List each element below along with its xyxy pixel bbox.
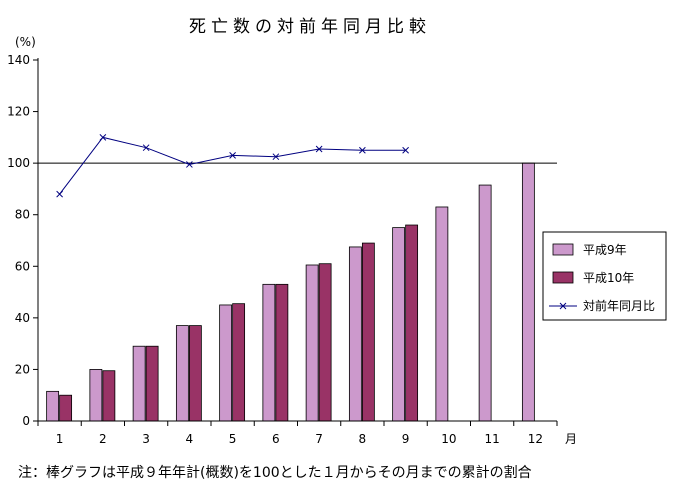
x-tick-label: 1 <box>56 432 64 446</box>
line-point-7 <box>315 145 323 153</box>
line-point-9 <box>402 146 409 154</box>
y-tick-label: 120 <box>7 105 30 119</box>
y-tick-label: 140 <box>7 53 30 67</box>
bar-heisei9-10 <box>435 206 449 422</box>
x-tick-label: 4 <box>186 432 194 446</box>
bar-heisei9-2 <box>89 369 103 422</box>
x-tick-label: 10 <box>441 432 456 446</box>
legend-symbol-1 <box>552 271 574 284</box>
bar-heisei10-3 <box>145 345 159 422</box>
line-point-3 <box>142 144 150 152</box>
x-tick-label: 5 <box>229 432 237 446</box>
bar-heisei9-5 <box>219 304 233 422</box>
legend-label-1: 平成10年 <box>583 271 634 285</box>
x-tick-label: 3 <box>142 432 150 446</box>
bar-heisei9-8 <box>348 246 362 422</box>
bar-heisei10-7 <box>318 263 332 422</box>
bar-heisei10-1 <box>59 394 73 422</box>
legend-label-0: 平成9年 <box>583 243 627 257</box>
y-tick-label: 0 <box>22 414 30 428</box>
line-point-6 <box>272 153 280 161</box>
legend-label-2: 対前年同月比 <box>583 298 655 313</box>
bar-heisei10-8 <box>361 242 375 422</box>
bar-heisei9-3 <box>132 345 146 422</box>
bar-heisei9-4 <box>175 325 189 422</box>
y-tick-label: 100 <box>7 156 30 170</box>
bar-heisei10-6 <box>275 283 289 422</box>
bar-heisei9-6 <box>262 283 276 422</box>
bar-heisei10-5 <box>232 303 246 422</box>
bar-heisei10-9 <box>405 224 419 422</box>
x-tick-label: 12 <box>528 432 543 446</box>
line-point-1 <box>56 190 63 198</box>
x-tick-label: 9 <box>402 432 410 446</box>
line-point-5 <box>229 152 236 159</box>
x-tick-label: 7 <box>315 432 323 446</box>
legend-symbol-2 <box>549 302 577 310</box>
chart-note: 注：棒グラフは平成９年年計(概数)を100とした１月からその月までの累計の割合 <box>18 464 532 481</box>
line-series-yoy <box>59 136 406 195</box>
bar-heisei9-1 <box>46 390 60 422</box>
x-tick-label: 8 <box>359 432 367 446</box>
x-axis-label: 月 <box>565 432 577 446</box>
bar-heisei10-4 <box>188 325 202 422</box>
line-point-4 <box>186 161 193 168</box>
y-tick-label: 80 <box>15 208 30 222</box>
y-tick-label: 20 <box>15 362 30 376</box>
x-tick-label: 6 <box>272 432 280 446</box>
y-tick-label: 60 <box>15 259 30 273</box>
legend-symbol-0 <box>552 243 574 256</box>
bar-heisei10-2 <box>102 370 116 422</box>
y-axis-label: (%) <box>15 35 36 49</box>
line-point-8 <box>359 146 366 154</box>
bar-heisei9-7 <box>305 264 319 422</box>
bar-heisei9-9 <box>392 227 406 422</box>
x-tick-label: 2 <box>99 432 107 446</box>
chart-title: 死亡数の対前年同月比較 <box>189 17 431 37</box>
line-point-2 <box>99 134 107 141</box>
x-tick-label: 11 <box>484 432 499 446</box>
bar-heisei9-12 <box>521 162 535 422</box>
y-tick-label: 40 <box>15 311 30 325</box>
bar-heisei9-11 <box>478 184 492 422</box>
